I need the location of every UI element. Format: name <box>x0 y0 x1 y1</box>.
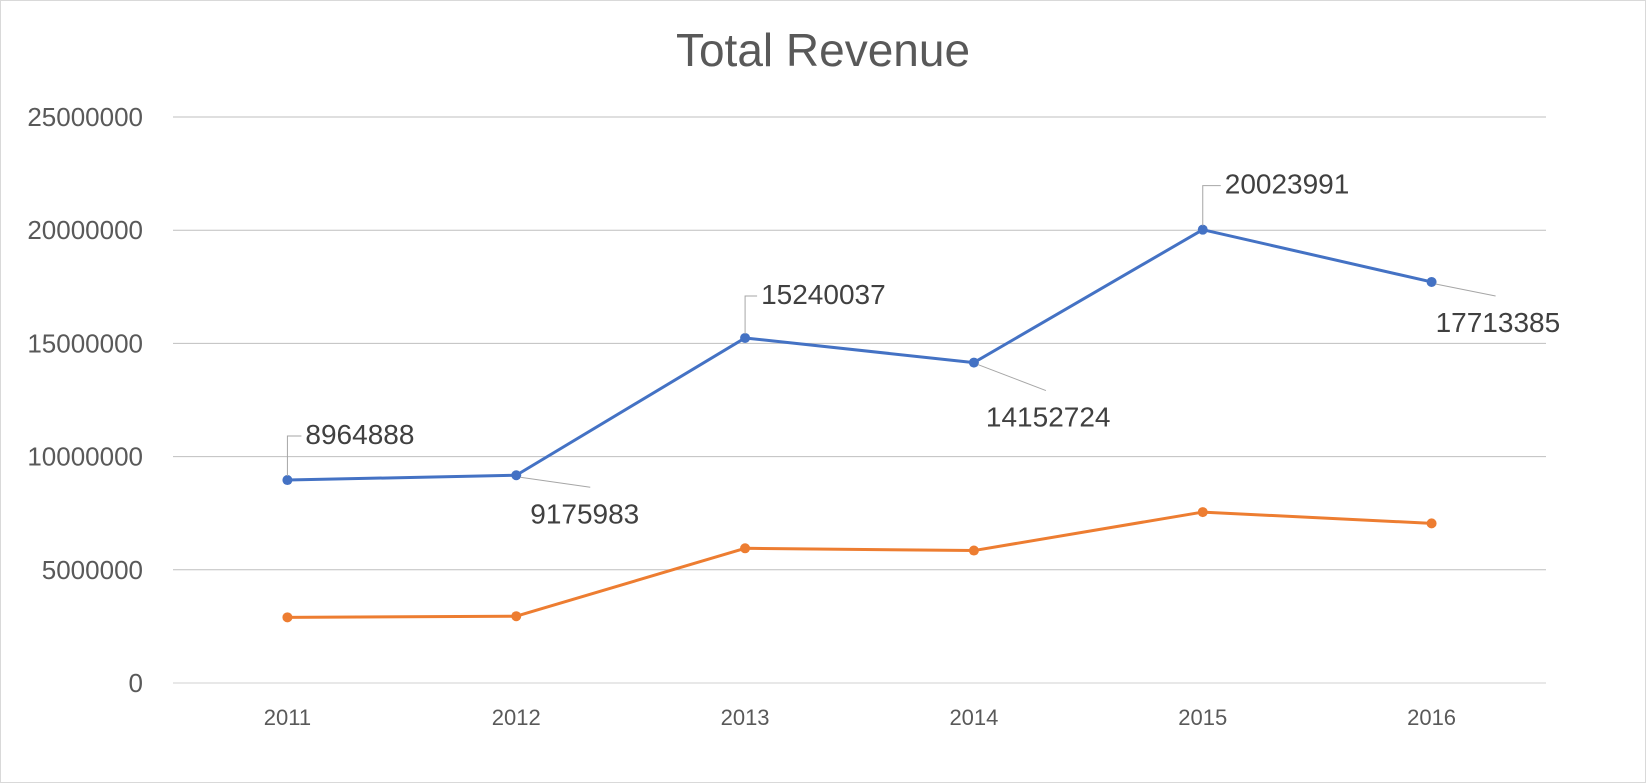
data-point <box>969 358 979 368</box>
data-point <box>282 612 292 622</box>
x-tick-label: 2016 <box>1407 705 1456 730</box>
leader-line <box>287 436 301 476</box>
leader-line <box>1436 284 1496 296</box>
data-point <box>282 475 292 485</box>
data-point <box>740 543 750 553</box>
leader-line <box>1203 186 1221 226</box>
leader-line <box>978 365 1046 391</box>
x-tick-label: 2012 <box>492 705 541 730</box>
data-point <box>1427 518 1437 528</box>
x-axis-ticks: 2011 2012 2013 2014 2015 2016 <box>264 705 1456 730</box>
series-line-1 <box>287 230 1431 480</box>
y-tick-label: 5000000 <box>42 555 143 585</box>
x-tick-label: 2015 <box>1178 705 1227 730</box>
x-tick-label: 2014 <box>949 705 998 730</box>
y-tick-label: 10000000 <box>27 442 143 472</box>
y-tick-label: 25000000 <box>27 102 143 132</box>
data-label: 14152724 <box>986 402 1111 433</box>
leader-line <box>745 296 757 334</box>
data-label: 20023991 <box>1225 169 1350 200</box>
data-label: 8964888 <box>305 419 414 450</box>
y-tick-label: 15000000 <box>27 328 143 358</box>
y-axis-ticks: 0 5000000 10000000 15000000 20000000 25000000 <box>27 102 143 698</box>
y-tick-label: 0 <box>129 668 143 698</box>
data-point <box>969 546 979 556</box>
x-tick-label: 2013 <box>721 705 770 730</box>
series-line-2 <box>287 512 1431 617</box>
data-label: 9175983 <box>530 498 639 529</box>
gridlines <box>173 117 1546 683</box>
data-point <box>1427 277 1437 287</box>
data-label: 15240037 <box>761 279 886 310</box>
data-point <box>1198 225 1208 235</box>
data-label: 17713385 <box>1436 307 1561 338</box>
x-tick-label: 2011 <box>264 705 311 730</box>
y-tick-label: 20000000 <box>27 215 143 245</box>
data-point <box>511 611 521 621</box>
leader-line <box>520 477 590 487</box>
data-point <box>511 470 521 480</box>
data-point <box>740 333 750 343</box>
data-point <box>1198 507 1208 517</box>
